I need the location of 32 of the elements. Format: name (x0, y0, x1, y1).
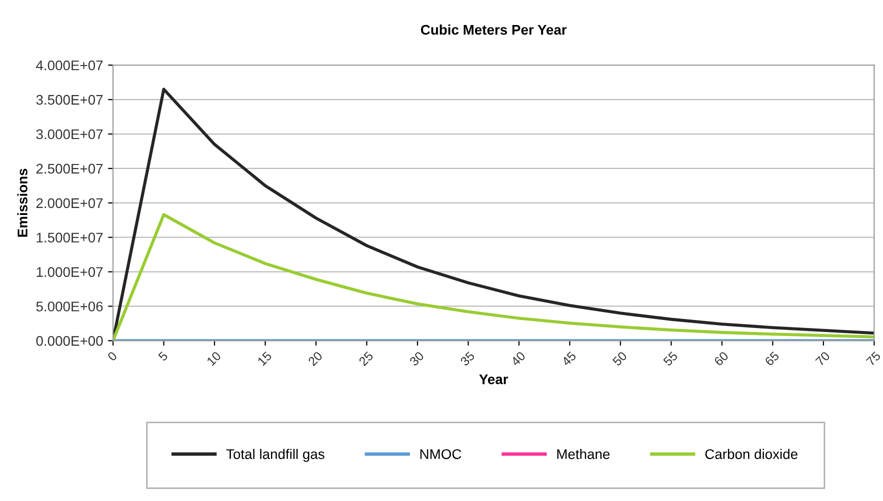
x-tick-label: 25 (358, 351, 374, 366)
y-tick-label: 3.000E+07 (36, 129, 103, 140)
legend-label: Carbon dioxide (705, 448, 798, 460)
x-tick-label: 30 (409, 350, 424, 366)
y-tick-label: 1.000E+07 (36, 267, 103, 277)
y-axis-title: Emissions (17, 168, 28, 237)
x-tick-label: 75 (866, 351, 882, 366)
y-tick-label: 5.000E+06 (36, 302, 103, 312)
x-tick-label: 35 (460, 351, 476, 366)
x-tick-label: 0 (107, 350, 118, 362)
legend-label: Total landfill gas (226, 448, 324, 462)
x-tick-label: 55 (662, 351, 678, 366)
x-tick-label: 20 (308, 350, 323, 366)
x-tick-label: 10 (206, 350, 222, 366)
legend-label: Methane (557, 448, 610, 460)
x-tick-label: 65 (764, 351, 780, 366)
y-tick-label: 2.000E+07 (36, 198, 103, 208)
x-tick-label: 15 (257, 351, 272, 366)
y-tick-label: 3.500E+07 (36, 94, 103, 105)
chart-title: Cubic Meters Per Year (420, 24, 567, 35)
y-tick-label: 4.000E+07 (36, 60, 103, 70)
y-tick-label: 0.000E+00 (36, 336, 103, 346)
legend-label: NMOC (420, 449, 462, 460)
x-tick-label: 70 (815, 350, 830, 366)
x-tick-label: 60 (714, 350, 729, 366)
x-tick-label: 45 (561, 351, 577, 367)
x-tick-label: 50 (612, 350, 628, 366)
y-tick-label: 1.500E+07 (36, 232, 103, 243)
y-tick-label: 2.500E+07 (36, 164, 103, 174)
x-axis-title: Year (479, 374, 508, 384)
x-tick-label: 5 (158, 351, 168, 362)
x-tick-label: 40 (510, 350, 526, 367)
